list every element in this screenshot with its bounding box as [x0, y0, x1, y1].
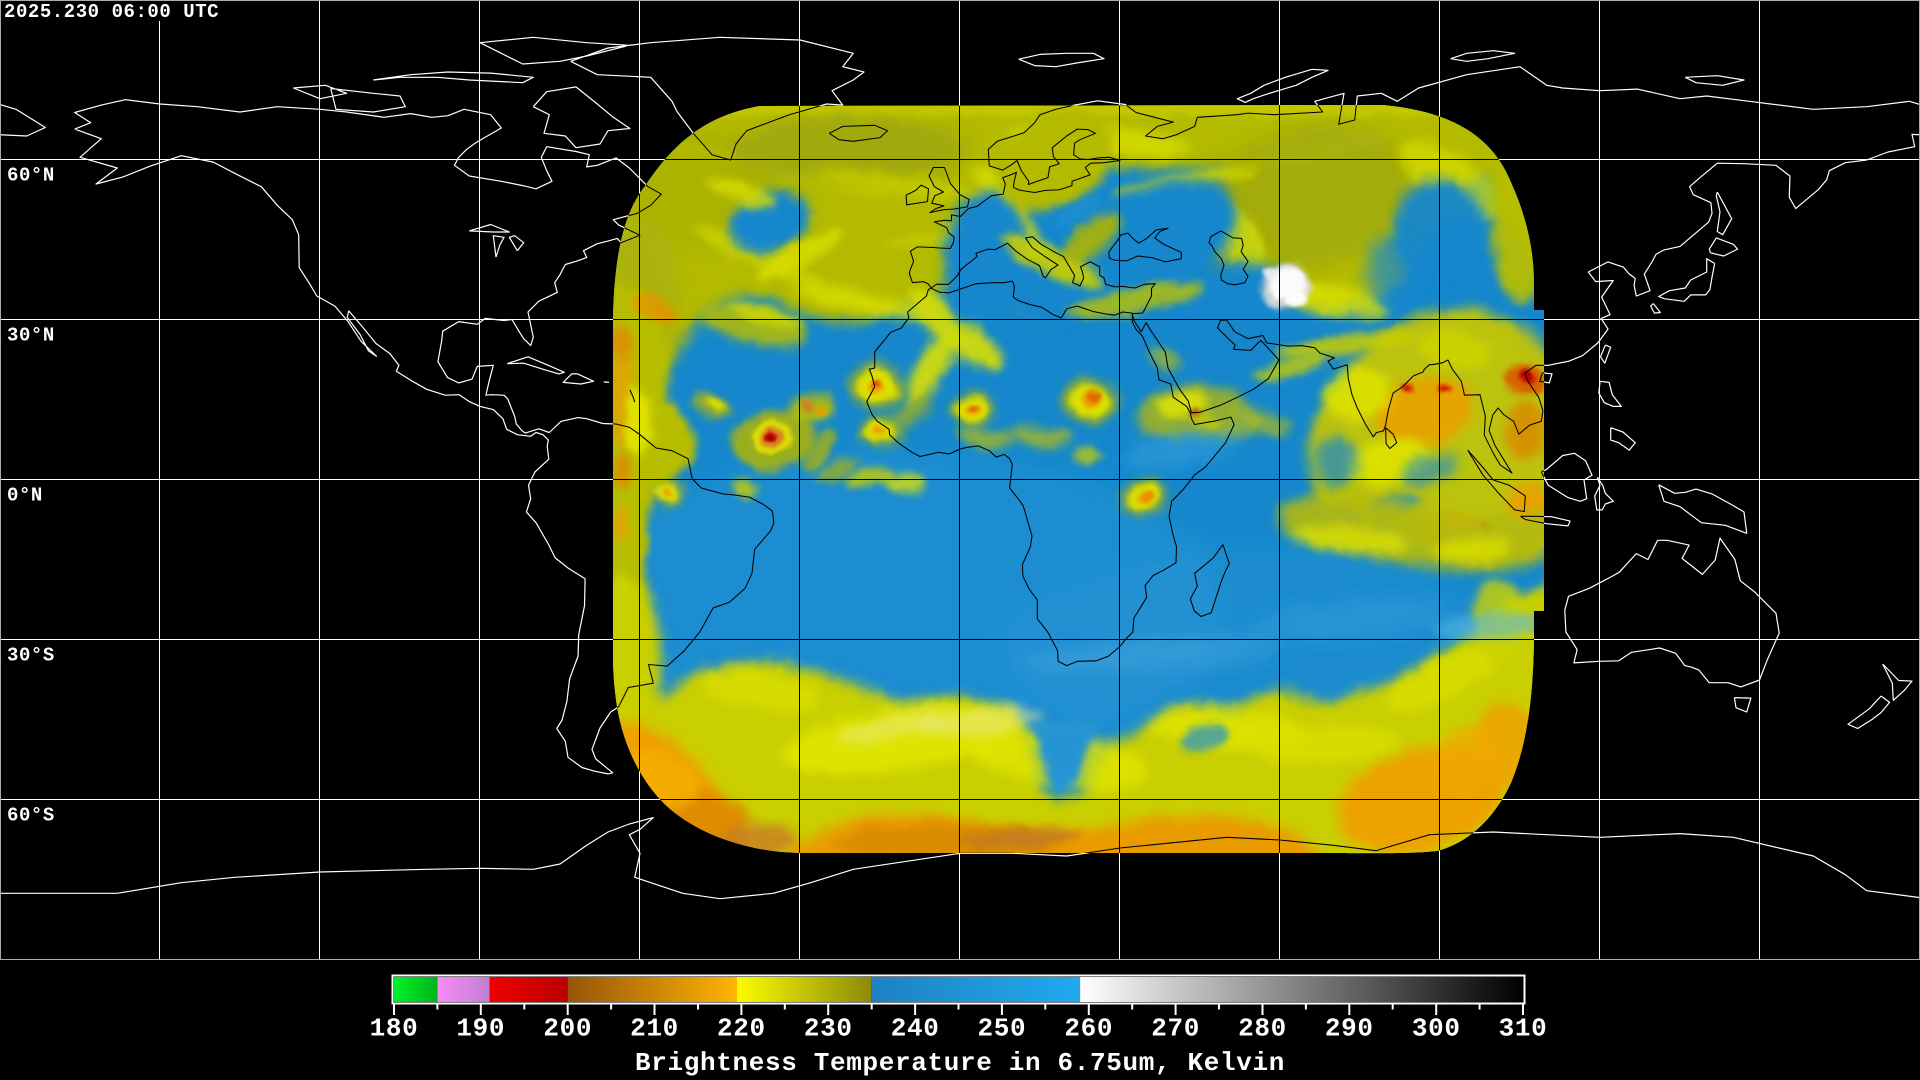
svg-text:200: 200 — [543, 1014, 592, 1044]
svg-text:30°N: 30°N — [7, 325, 55, 347]
svg-text:0°N: 0°N — [7, 485, 43, 507]
svg-text:210: 210 — [630, 1014, 679, 1044]
svg-text:300: 300 — [1412, 1014, 1461, 1044]
svg-text:2025.230 06:00 UTC: 2025.230 06:00 UTC — [4, 1, 219, 23]
svg-text:270: 270 — [1151, 1014, 1200, 1044]
svg-text:Brightness Temperature in 6.75: Brightness Temperature in 6.75um, Kelvin — [635, 1048, 1285, 1078]
svg-text:230: 230 — [804, 1014, 853, 1044]
svg-text:290: 290 — [1325, 1014, 1374, 1044]
svg-text:310: 310 — [1499, 1014, 1548, 1044]
svg-text:250: 250 — [978, 1014, 1027, 1044]
svg-text:190: 190 — [456, 1014, 505, 1044]
svg-text:260: 260 — [1064, 1014, 1113, 1044]
svg-text:60°N: 60°N — [7, 165, 55, 187]
svg-text:280: 280 — [1238, 1014, 1287, 1044]
svg-text:30°S: 30°S — [7, 645, 55, 667]
svg-text:240: 240 — [891, 1014, 940, 1044]
svg-text:220: 220 — [717, 1014, 766, 1044]
svg-text:60°S: 60°S — [7, 805, 55, 827]
svg-text:180: 180 — [370, 1014, 419, 1044]
